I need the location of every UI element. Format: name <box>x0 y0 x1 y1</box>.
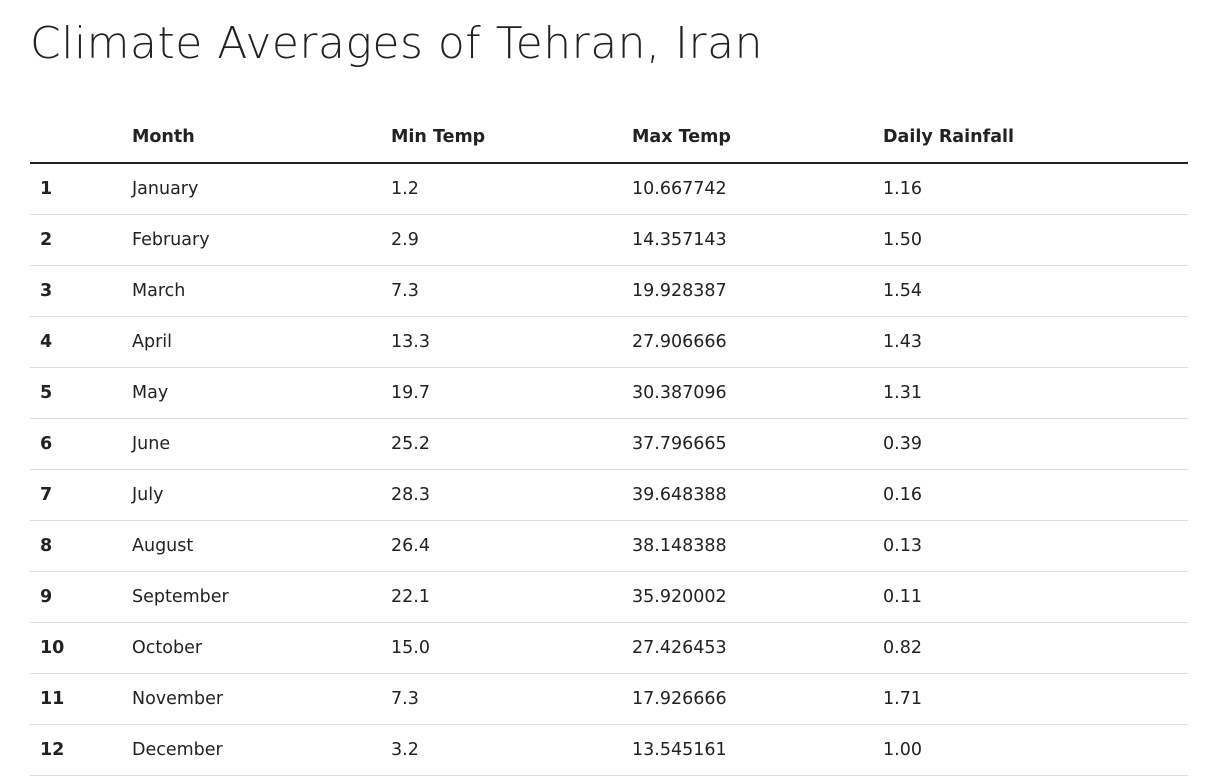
cell-month: July <box>122 469 381 521</box>
row-index: 3 <box>30 265 122 317</box>
cell-min-temp: 13.3 <box>381 316 622 368</box>
cell-daily-rainfall: 1.00 <box>873 724 1188 776</box>
table-row: 7 July 28.3 39.648388 0.16 <box>30 469 1188 521</box>
table-row: 4 April 13.3 27.906666 1.43 <box>30 316 1188 368</box>
table-body: 1 January 1.2 10.667742 1.16 2 February … <box>30 163 1188 776</box>
table-row: 11 November 7.3 17.926666 1.71 <box>30 673 1188 725</box>
cell-daily-rainfall: 0.16 <box>873 469 1188 521</box>
cell-month: February <box>122 214 381 266</box>
header-daily-rainfall: Daily Rainfall <box>873 112 1188 164</box>
header-month: Month <box>122 112 381 164</box>
cell-month: January <box>122 163 381 215</box>
table-header: Month Min Temp Max Temp Daily Rainfall <box>30 112 1188 164</box>
cell-max-temp: 13.545161 <box>622 724 873 776</box>
header-min-temp: Min Temp <box>381 112 622 164</box>
table-row: 3 March 7.3 19.928387 1.54 <box>30 265 1188 317</box>
cell-min-temp: 1.2 <box>381 163 622 215</box>
cell-daily-rainfall: 0.39 <box>873 418 1188 470</box>
cell-max-temp: 35.920002 <box>622 571 873 623</box>
table-row: 8 August 26.4 38.148388 0.13 <box>30 520 1188 572</box>
cell-min-temp: 2.9 <box>381 214 622 266</box>
page-title: Climate Averages of Tehran, Iran <box>30 18 763 69</box>
header-index <box>30 112 122 164</box>
cell-max-temp: 10.667742 <box>622 163 873 215</box>
row-index: 9 <box>30 571 122 623</box>
row-index: 10 <box>30 622 122 674</box>
cell-daily-rainfall: 0.82 <box>873 622 1188 674</box>
cell-max-temp: 38.148388 <box>622 520 873 572</box>
row-index: 6 <box>30 418 122 470</box>
cell-max-temp: 30.387096 <box>622 367 873 419</box>
cell-max-temp: 27.906666 <box>622 316 873 368</box>
cell-min-temp: 28.3 <box>381 469 622 521</box>
cell-month: June <box>122 418 381 470</box>
table-row: 6 June 25.2 37.796665 0.39 <box>30 418 1188 470</box>
cell-month: May <box>122 367 381 419</box>
cell-min-temp: 7.3 <box>381 673 622 725</box>
row-index: 2 <box>30 214 122 266</box>
cell-max-temp: 39.648388 <box>622 469 873 521</box>
row-index: 8 <box>30 520 122 572</box>
row-index: 7 <box>30 469 122 521</box>
cell-min-temp: 19.7 <box>381 367 622 419</box>
cell-min-temp: 15.0 <box>381 622 622 674</box>
table-row: 10 October 15.0 27.426453 0.82 <box>30 622 1188 674</box>
cell-month: March <box>122 265 381 317</box>
cell-max-temp: 17.926666 <box>622 673 873 725</box>
cell-daily-rainfall: 1.31 <box>873 367 1188 419</box>
cell-month: September <box>122 571 381 623</box>
cell-daily-rainfall: 1.71 <box>873 673 1188 725</box>
cell-min-temp: 7.3 <box>381 265 622 317</box>
cell-month: December <box>122 724 381 776</box>
cell-daily-rainfall: 0.11 <box>873 571 1188 623</box>
header-row: Month Min Temp Max Temp Daily Rainfall <box>30 112 1188 164</box>
cell-max-temp: 19.928387 <box>622 265 873 317</box>
cell-month: November <box>122 673 381 725</box>
header-max-temp: Max Temp <box>622 112 873 164</box>
cell-daily-rainfall: 1.16 <box>873 163 1188 215</box>
cell-daily-rainfall: 1.50 <box>873 214 1188 266</box>
cell-min-temp: 3.2 <box>381 724 622 776</box>
table-row: 9 September 22.1 35.920002 0.11 <box>30 571 1188 623</box>
cell-daily-rainfall: 1.43 <box>873 316 1188 368</box>
cell-month: August <box>122 520 381 572</box>
cell-max-temp: 27.426453 <box>622 622 873 674</box>
cell-min-temp: 26.4 <box>381 520 622 572</box>
table-row: 12 December 3.2 13.545161 1.00 <box>30 724 1188 776</box>
row-index: 4 <box>30 316 122 368</box>
cell-daily-rainfall: 0.13 <box>873 520 1188 572</box>
cell-month: October <box>122 622 381 674</box>
row-index: 5 <box>30 367 122 419</box>
table-row: 2 February 2.9 14.357143 1.50 <box>30 214 1188 266</box>
cell-min-temp: 22.1 <box>381 571 622 623</box>
cell-daily-rainfall: 1.54 <box>873 265 1188 317</box>
row-index: 11 <box>30 673 122 725</box>
cell-max-temp: 37.796665 <box>622 418 873 470</box>
row-index: 12 <box>30 724 122 776</box>
cell-min-temp: 25.2 <box>381 418 622 470</box>
cell-month: April <box>122 316 381 368</box>
climate-table: Month Min Temp Max Temp Daily Rainfall 1… <box>30 112 1188 776</box>
table-row: 1 January 1.2 10.667742 1.16 <box>30 163 1188 215</box>
row-index: 1 <box>30 163 122 215</box>
cell-max-temp: 14.357143 <box>622 214 873 266</box>
table-row: 5 May 19.7 30.387096 1.31 <box>30 367 1188 419</box>
